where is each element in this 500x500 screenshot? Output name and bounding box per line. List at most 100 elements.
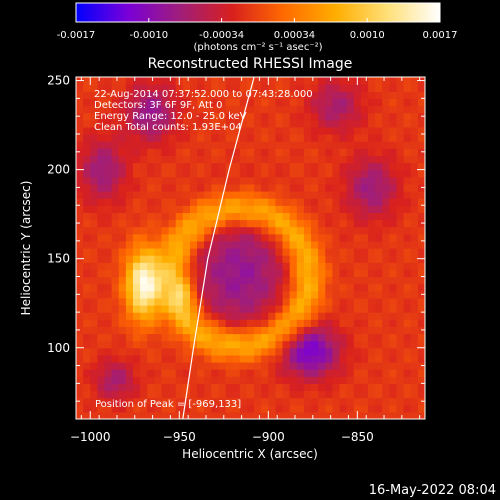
heatmap-cell [140,155,148,164]
heatmap-cell [104,262,113,270]
heatmap-cell [147,205,155,213]
heatmap-cell [125,312,134,320]
heatmap-cell [168,162,177,171]
heatmap-cell [140,347,148,356]
heatmap-cell [218,183,227,192]
heatmap-cell [303,105,312,114]
heatmap-cell [197,233,205,242]
heatmap-cell [296,326,305,335]
heatmap-cell [346,191,355,199]
heatmap-cell [225,84,234,92]
heatmap-cell [417,262,425,270]
heatmap-cell [332,297,341,306]
heatmap-cell [339,383,348,392]
heatmap-cell [218,383,227,392]
heatmap-cell [325,269,334,278]
heatmap-cell [303,347,312,356]
heatmap-cell [140,397,148,406]
heatmap-cell [125,119,134,128]
heatmap-cell [318,369,326,377]
heatmap-cell [360,219,369,228]
heatmap-cell [218,141,227,149]
heatmap-cell [197,105,205,114]
heatmap-cell [246,354,255,363]
heatmap-cell [132,91,141,99]
heatmap-cell [396,134,405,142]
heatmap-cell [125,240,134,249]
heatmap-cell [168,326,177,335]
heatmap-cell [268,269,277,278]
heatmap-cell [346,169,355,178]
heatmap-cell [375,383,383,392]
heatmap-cell [296,84,305,92]
heatmap-cell [154,297,163,306]
heatmap-cell [339,141,348,149]
heatmap-cell [182,369,191,377]
heatmap-cell [396,248,405,256]
heatmap-cell [261,354,269,363]
heatmap-cell [182,269,191,278]
heatmap-cell [232,219,241,228]
heatmap-cell [268,183,277,192]
heatmap-cell [197,240,205,249]
heatmap-cell [161,333,170,342]
heatmap-cell [382,240,390,249]
heatmap-cell [303,98,312,107]
heatmap-cell [111,198,120,206]
heatmap-cell [140,354,148,363]
heatmap-cell [275,141,284,149]
heatmap-cell [232,369,241,377]
heatmap-cell [218,333,227,342]
heatmap-cell [353,105,362,114]
heatmap-cell [154,169,163,178]
heatmap-cell [161,148,170,156]
heatmap-cell [346,411,355,419]
heatmap-cell [389,198,398,206]
heatmap-cell [389,362,398,370]
heatmap-cell [311,162,319,171]
heatmap-cell [118,212,127,221]
heatmap-cell [125,390,134,399]
heatmap-cell [296,77,305,85]
heatmap-cell [368,262,376,270]
heatmap-cell [346,155,355,164]
heatmap-cell [346,397,355,406]
heatmap-cell [282,255,291,263]
heatmap-cell [154,112,163,121]
heatmap-cell [189,333,198,342]
heatmap-cell [275,347,284,356]
heatmap-cell [197,340,205,349]
heatmap-cell [97,411,106,419]
heatmap-cell [396,390,405,399]
heatmap-cell [239,262,248,270]
heatmap-cell [311,205,319,213]
heatmap-cell [125,326,134,335]
heatmap-cell [389,248,398,256]
heatmap-cell [311,112,319,121]
heatmap-cell [332,155,341,164]
heatmap-cell [197,77,205,85]
heatmap-cell [175,169,184,178]
heatmap-cell [83,240,91,249]
heatmap-cell [375,305,383,313]
heatmap-cell [104,305,113,313]
heatmap-cell [389,269,398,278]
heatmap-cell [125,91,134,99]
heatmap-cell [346,297,355,306]
heatmap-cell [346,183,355,192]
heatmap-cell [417,84,425,92]
heatmap-cell [332,255,341,263]
heatmap-cell [111,212,120,221]
heatmap-cell [104,362,113,370]
heatmap-cell [389,176,398,185]
heatmap-cell [360,169,369,178]
heatmap-cell [382,305,390,313]
heatmap-cell [232,383,241,392]
heatmap-cell [318,77,326,85]
heatmap-cell [232,305,241,313]
heatmap-cell [118,397,127,406]
heatmap-cell [410,141,419,149]
heatmap-cell [417,98,425,107]
heatmap-cell [410,354,419,363]
heatmap-cell [168,105,177,114]
